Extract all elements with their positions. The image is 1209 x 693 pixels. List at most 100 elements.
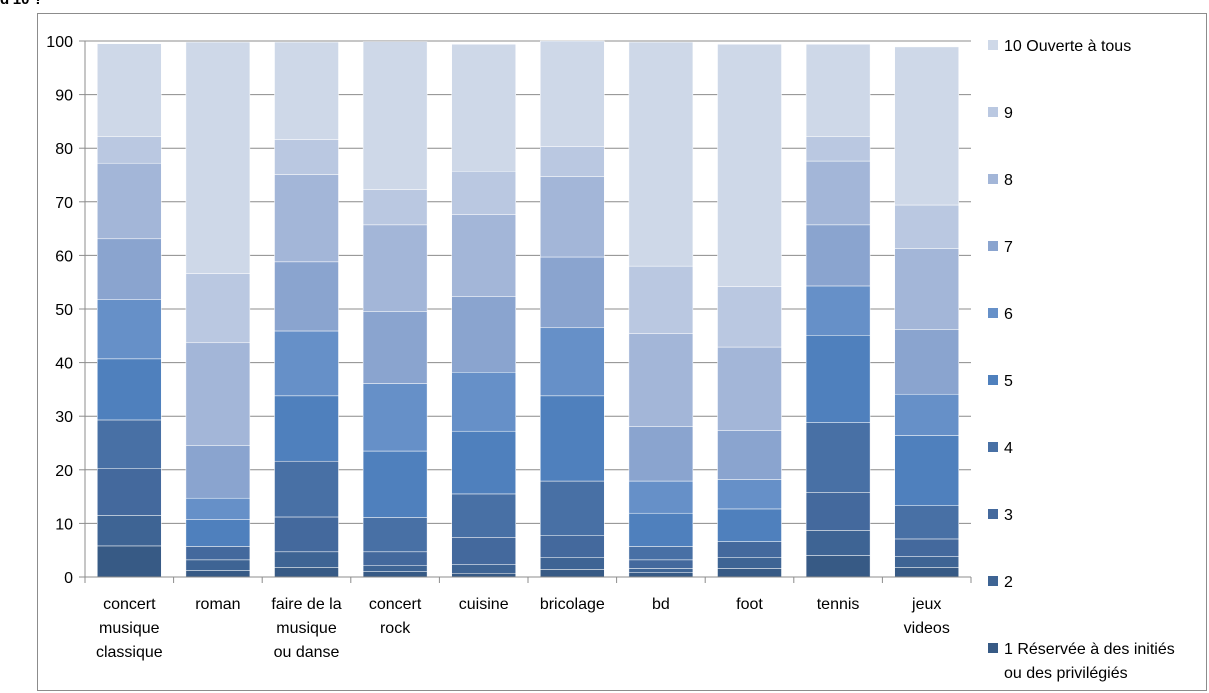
bar-segment [894, 329, 959, 395]
y-tick-label: 30 [55, 409, 73, 426]
bar-segment [274, 567, 339, 578]
bar-segment [628, 480, 694, 514]
y-tick-label: 40 [55, 356, 73, 373]
legend-swatch [988, 442, 998, 452]
bar-segment [540, 40, 605, 147]
legend-swatch [988, 375, 998, 385]
x-tick-label: videos [904, 620, 950, 637]
bar-segment [274, 330, 339, 397]
legend-label: 7 [1004, 239, 1013, 256]
bar-segment [628, 41, 694, 267]
bar-segment [97, 238, 162, 300]
bar-segment [362, 383, 428, 452]
legend-swatch [988, 509, 998, 519]
bar-segment [805, 422, 871, 493]
bar-segment [717, 346, 782, 431]
legend-label: 5 [1004, 373, 1013, 390]
x-tick-labels: concert musique classique roman faire de la m… [96, 596, 950, 661]
bar-segment [805, 492, 871, 531]
legend-label: 10 Ouverte à tous [1004, 38, 1131, 55]
bar-segment [717, 568, 782, 578]
x-tick-label: classique [96, 644, 163, 661]
bar-segment [540, 569, 605, 578]
bar-segment [97, 545, 162, 578]
bar-segment [451, 296, 516, 373]
bar-segment [451, 170, 516, 215]
y-tick-label: 80 [55, 141, 73, 158]
bar-segment [97, 468, 162, 516]
bar-segment [628, 426, 694, 482]
bar-segment [97, 136, 162, 164]
x-tick-label: bd [652, 596, 670, 613]
bar-segment [894, 567, 959, 578]
bar-segment [805, 530, 871, 556]
bar-segment [274, 460, 339, 518]
x-tick-label: tennis [817, 596, 860, 613]
bar-segment [451, 493, 516, 538]
bar-segment [540, 256, 605, 329]
bar-segment [540, 176, 605, 258]
legend-swatch [988, 643, 998, 653]
bar-segment [274, 261, 339, 332]
bar-segment [628, 568, 694, 573]
bar-segment [362, 517, 428, 553]
bar-segment [97, 43, 162, 137]
bar-segment [185, 445, 251, 499]
legend-swatch [988, 576, 998, 586]
bar-segment [274, 395, 339, 462]
bar-segment [628, 333, 694, 427]
bar-segment [362, 311, 428, 384]
bar-segment [805, 160, 871, 226]
bar-segment [540, 327, 605, 397]
legend-label: 3 [1004, 507, 1013, 524]
bar-segment [805, 224, 871, 287]
bar-segment [451, 537, 516, 565]
bar-segment [97, 162, 162, 240]
bar-segment [540, 395, 605, 482]
legend-label: 9 [1004, 105, 1013, 122]
bar-segment [717, 508, 782, 542]
y-tick-label: 90 [55, 88, 73, 105]
bar-segment [451, 214, 516, 297]
bar-segment [717, 557, 782, 569]
y-tick-label: 0 [64, 570, 73, 587]
bar-segment [362, 571, 428, 578]
legend: 10 Ouverte à tous 9 8 7 6 5 4 3 2 1 Réservée à de… [988, 38, 1175, 682]
bar-segment [894, 505, 959, 540]
bar-segment [894, 204, 959, 249]
bar-segment [185, 519, 251, 547]
axes [79, 40, 972, 583]
bar-segment [362, 224, 428, 312]
bar-segment [894, 556, 959, 568]
chart-frame: 0 10 20 30 40 50 60 70 80 90 100 concert musique cla… [37, 13, 1207, 691]
bar-segment [451, 564, 516, 574]
bar-segment [628, 572, 694, 578]
legend-swatch [988, 308, 998, 318]
bar-segment [805, 285, 871, 336]
bar-segment [894, 538, 959, 557]
x-tick-label: concert [103, 596, 156, 613]
legend-label: 1 Réservée à des initiés [1004, 641, 1175, 658]
bar-segment [185, 546, 251, 561]
legend-swatch [988, 241, 998, 251]
bar-segment [362, 41, 428, 190]
bar-segment [805, 136, 871, 162]
top-text-fragment: d'10 ? [0, 0, 43, 8]
bar-segment [451, 572, 516, 578]
stacked-bar-chart: 0 10 20 30 40 50 60 70 80 90 100 concert musique cla… [46, 34, 1175, 682]
bar-segment [540, 146, 605, 177]
bar-segment [362, 189, 428, 226]
bar-segment [628, 512, 694, 547]
y-tick-label: 50 [55, 302, 73, 319]
bar-segment [274, 41, 339, 140]
y-tick-label: 20 [55, 463, 73, 480]
bar-segment [451, 430, 516, 495]
bar-segment [362, 551, 428, 566]
bar-segment [717, 286, 782, 348]
bar-segment [540, 480, 605, 536]
legend-label: ou des privilégiés [1004, 665, 1128, 682]
y-tick-label: 60 [55, 248, 73, 265]
bar-segment [805, 555, 871, 578]
legend-label: 6 [1004, 306, 1013, 323]
bar-segment [628, 265, 694, 334]
